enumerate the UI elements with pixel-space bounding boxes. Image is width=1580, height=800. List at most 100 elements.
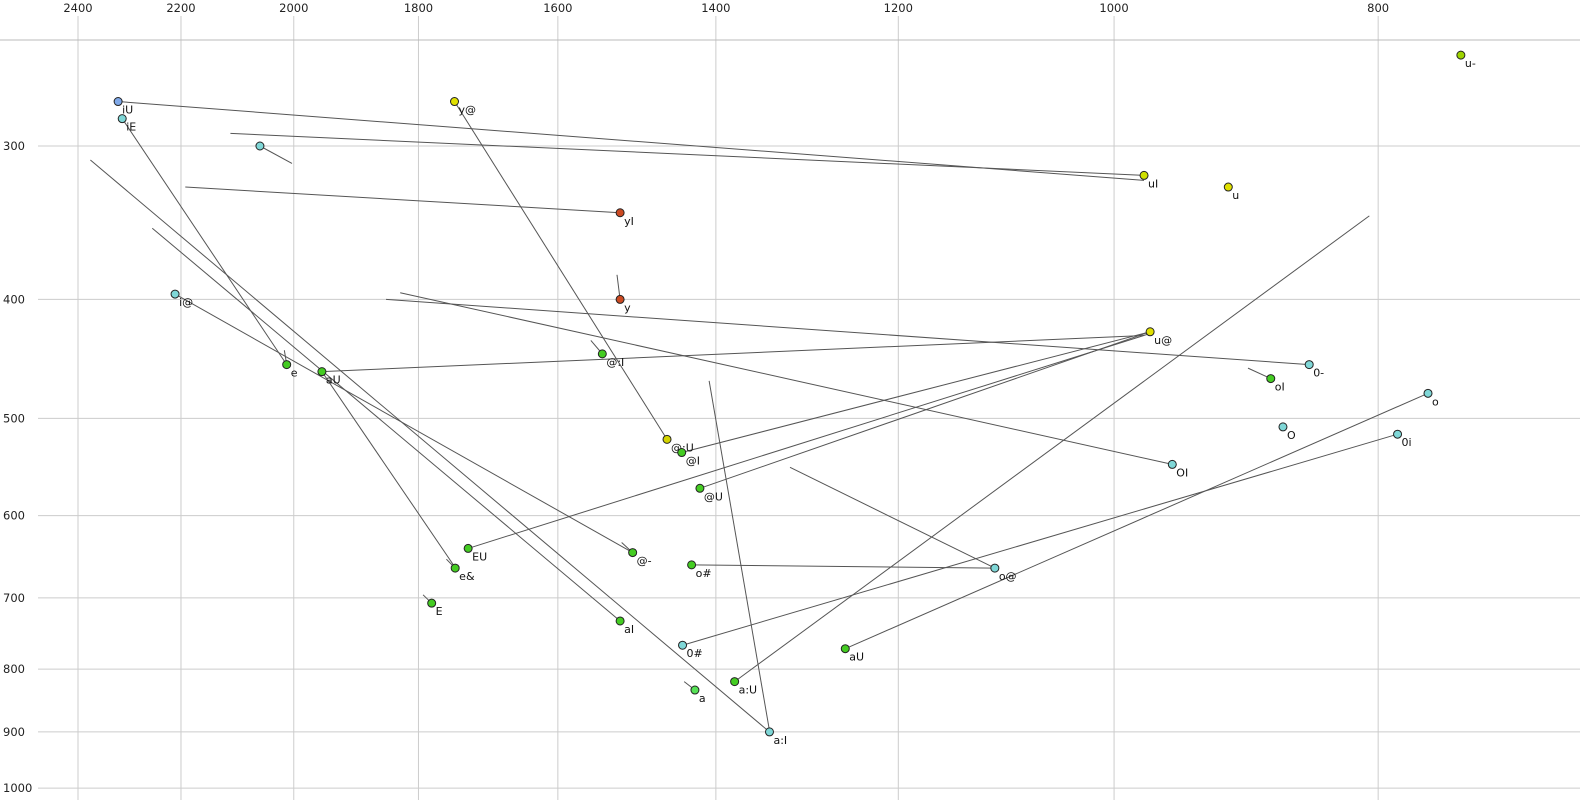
- trajectory-line: [259, 145, 293, 164]
- data-point: [1278, 422, 1288, 432]
- x-axis-tick-label: 800: [1367, 1, 1389, 15]
- data-point: [427, 598, 437, 608]
- point-label: E: [436, 605, 443, 618]
- point-label: @I: [686, 455, 700, 468]
- data-point: [677, 448, 687, 458]
- y-axis-tick-label: 600: [3, 509, 25, 523]
- point-label: @U: [704, 490, 723, 503]
- trajectory-line: [121, 118, 288, 365]
- data-point: [450, 563, 460, 573]
- trajectory-line: [708, 380, 770, 731]
- trajectory-line: [185, 186, 621, 214]
- point-label: aU: [326, 374, 341, 387]
- data-point: [282, 360, 292, 370]
- x-axis-tick-label: 1200: [884, 1, 913, 15]
- point-label: y@: [459, 104, 477, 117]
- point-label: oI: [1275, 381, 1285, 394]
- y-axis-tick-label: 300: [3, 139, 25, 153]
- data-point: [730, 677, 740, 687]
- point-label: iU: [122, 104, 133, 117]
- point-label: u: [1232, 189, 1239, 202]
- data-point: [615, 208, 625, 218]
- data-point: [662, 434, 672, 444]
- trajectory-line: [90, 159, 770, 733]
- point-label: e: [291, 367, 298, 380]
- data-point: [597, 349, 607, 359]
- point-label: y: [624, 301, 631, 314]
- y-axis-tick-label: 800: [3, 662, 25, 676]
- point-label: u@: [1154, 334, 1172, 347]
- trajectory-line: [151, 227, 621, 622]
- point-label: @:I: [606, 356, 624, 369]
- data-point: [840, 644, 850, 654]
- point-label: O: [1287, 429, 1296, 442]
- point-label: EU: [472, 550, 487, 563]
- data-point: [1139, 170, 1149, 180]
- point-label: 0#: [687, 647, 703, 660]
- point-label: o#: [696, 567, 712, 580]
- point-label: o@: [999, 570, 1017, 583]
- data-point: [615, 616, 625, 626]
- data-point: [764, 727, 774, 737]
- point-label: @-: [637, 555, 652, 568]
- trajectory-line: [734, 215, 1370, 683]
- point-label: 0-: [1313, 367, 1324, 380]
- point-label: a:I: [773, 734, 787, 747]
- y-axis-tick-label: 1000: [3, 781, 32, 795]
- trajectory-line: [174, 293, 633, 554]
- point-label: aU: [849, 651, 864, 664]
- data-point: [317, 367, 327, 377]
- point-label: i@: [179, 296, 193, 309]
- point-label: iE: [126, 121, 136, 134]
- data-point: [1393, 429, 1403, 439]
- data-point: [628, 548, 638, 558]
- point-label: e&: [459, 570, 475, 583]
- data-point: [1167, 459, 1177, 469]
- trajectory-line: [691, 564, 995, 569]
- data-point: [1456, 50, 1466, 60]
- trajectory-line: [789, 466, 996, 569]
- data-point: [1223, 182, 1233, 192]
- point-label: @:U: [671, 441, 694, 454]
- point-label: o: [1432, 395, 1439, 408]
- y-axis-tick-label: 900: [3, 725, 25, 739]
- data-point: [170, 289, 180, 299]
- data-point: [255, 141, 265, 151]
- trajectory-line: [321, 335, 1145, 373]
- data-point: [1423, 388, 1433, 398]
- x-axis-tick-label: 1400: [701, 1, 730, 15]
- x-axis-tick-label: 1800: [404, 1, 433, 15]
- trajectory-line: [385, 298, 1310, 366]
- trajectory-line: [230, 132, 1145, 176]
- trajectory-line: [681, 331, 1151, 454]
- data-point: [117, 114, 127, 124]
- point-label: aI: [624, 623, 634, 636]
- point-label: a:U: [739, 684, 758, 697]
- x-axis-tick-label: 1600: [543, 1, 572, 15]
- point-label: u-: [1465, 57, 1476, 70]
- trajectory-line: [845, 392, 1429, 650]
- trajectory-line: [682, 433, 1398, 646]
- trajectory-line: [400, 292, 1173, 465]
- data-point: [695, 483, 705, 493]
- data-point: [678, 640, 688, 650]
- data-point: [690, 685, 700, 695]
- point-label: OI: [1176, 466, 1188, 479]
- data-point: [1266, 374, 1276, 384]
- y-axis-tick-label: 400: [3, 292, 25, 306]
- x-axis-tick-label: 2400: [63, 1, 92, 15]
- trajectory-line: [699, 331, 1151, 489]
- data-point: [1304, 360, 1314, 370]
- y-axis-tick-label: 500: [3, 411, 25, 425]
- data-point: [615, 294, 625, 304]
- data-point: [450, 97, 460, 107]
- data-point: [463, 543, 473, 553]
- data-point: [113, 97, 123, 107]
- x-axis-tick-label: 2000: [279, 1, 308, 15]
- data-point: [990, 563, 1000, 573]
- trajectory-line: [321, 371, 455, 567]
- x-axis-tick-label: 1000: [1099, 1, 1128, 15]
- data-point: [1145, 327, 1155, 337]
